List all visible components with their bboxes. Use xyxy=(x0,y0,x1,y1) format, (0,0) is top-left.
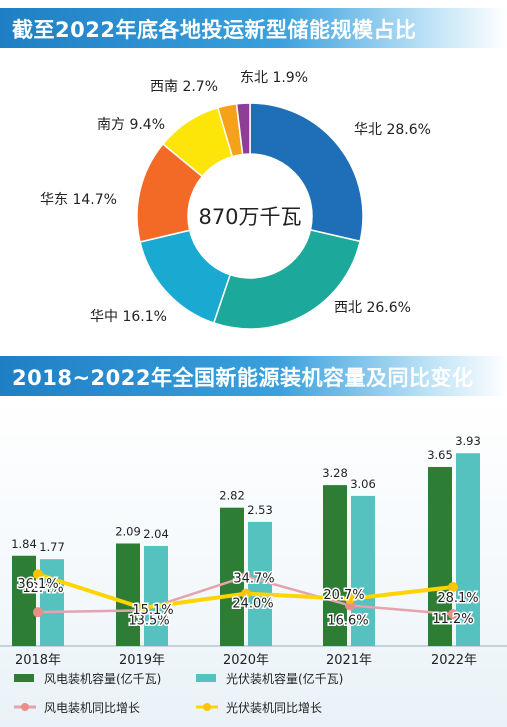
bar-wind xyxy=(12,555,36,646)
line-point xyxy=(241,588,251,599)
x-tick-label: 2020年 xyxy=(223,653,269,668)
line-point-label: 11.2% xyxy=(432,612,473,627)
line-point-label: 16.6% xyxy=(327,613,368,628)
section1-title: 截至2022年底各地投运新型储能规模占比 xyxy=(12,18,417,42)
line-point-label: 15.1% xyxy=(132,603,173,618)
line-point xyxy=(33,569,43,580)
legend-label: 光伏装机同比增长 xyxy=(226,701,322,715)
bar-value-label: 1.84 xyxy=(11,537,37,551)
bar-value-label: 3.06 xyxy=(350,477,376,491)
line-point xyxy=(33,607,43,618)
donut-slice-label: 华东 14.7% xyxy=(40,192,117,208)
line-point-label: 12.4% xyxy=(22,581,63,596)
donut-slice-label: 东北 1.9% xyxy=(240,70,308,86)
legend-dot xyxy=(203,703,211,711)
section2-banner: 2018~2022年全国新能源装机容量及同比变化 xyxy=(0,356,507,396)
legend-label: 光伏装机容量(亿千瓦) xyxy=(226,671,343,686)
bar-wind xyxy=(220,507,244,646)
donut-slice xyxy=(212,229,362,330)
donut-slice-label: 南方 9.4% xyxy=(97,117,165,133)
line-point-label: 13.5% xyxy=(128,613,169,628)
bar-solar xyxy=(456,453,480,646)
donut-slice-label: 西南 2.7% xyxy=(150,79,218,95)
bar-wind xyxy=(428,466,452,646)
legend-swatch xyxy=(196,674,216,682)
donut-center-label: 870万千瓦 xyxy=(198,205,301,229)
legend-label: 风电装机容量(亿千瓦) xyxy=(44,671,161,686)
section2-title: 2018~2022年全国新能源装机容量及同比变化 xyxy=(12,366,474,390)
bar-value-label: 3.65 xyxy=(427,448,453,462)
storage-share-donut-chart: 华北 28.6% 西北 26.6% 华中 16.1% 华东 14.7% 南方 9.4% 西… xyxy=(40,70,431,330)
bar-solar xyxy=(144,545,168,646)
legend-swatch xyxy=(14,674,34,682)
bar-solar xyxy=(40,559,64,646)
bar-solar xyxy=(248,521,272,646)
line-point xyxy=(448,609,458,620)
bar-value-label: 2.82 xyxy=(219,489,245,503)
donut-slice xyxy=(249,102,364,243)
section1-banner: 截至2022年底各地投运新型储能规模占比 xyxy=(0,8,507,48)
bar-value-label: 2.04 xyxy=(143,527,169,541)
bar-value-label: 3.93 xyxy=(455,434,481,448)
donut-slice-label: 西北 26.6% xyxy=(334,300,411,316)
line-point xyxy=(241,571,251,582)
bar-value-label: 2.09 xyxy=(115,524,141,538)
bar-value-label: 1.77 xyxy=(39,540,65,554)
line-point xyxy=(137,602,147,613)
bar-value-label: 3.28 xyxy=(322,466,348,480)
donut-slice-label: 华北 28.6% xyxy=(354,122,431,138)
donut-slice xyxy=(235,102,251,156)
line-point xyxy=(448,582,458,593)
line-point-label: 28.1% xyxy=(437,591,478,606)
line-point-label: 20.7% xyxy=(323,588,364,603)
x-tick-label: 2022年 xyxy=(431,653,477,668)
capacity-bar-line-chart: 1.84 2.09 2.82 3.28 3.65 1.77 2.04 2.53 3.06 3.93… xyxy=(0,434,507,715)
line-point-label: 34.7% xyxy=(233,571,274,586)
line-point-label: 36.1% xyxy=(17,577,58,592)
bar-solar xyxy=(351,495,375,646)
x-tick-label: 2021年 xyxy=(326,653,372,668)
line-point xyxy=(345,593,355,604)
x-tick-label: 2018年 xyxy=(15,653,61,668)
donut-slice-label: 华中 16.1% xyxy=(90,309,167,325)
line-point-label: 24.0% xyxy=(232,597,273,612)
legend-label: 风电装机同比增长 xyxy=(44,701,140,715)
bar-wind xyxy=(323,485,347,646)
bar-value-label: 2.53 xyxy=(247,503,273,517)
bar-wind xyxy=(116,543,140,646)
x-tick-label: 2019年 xyxy=(119,653,165,668)
legend-dot xyxy=(21,703,29,711)
